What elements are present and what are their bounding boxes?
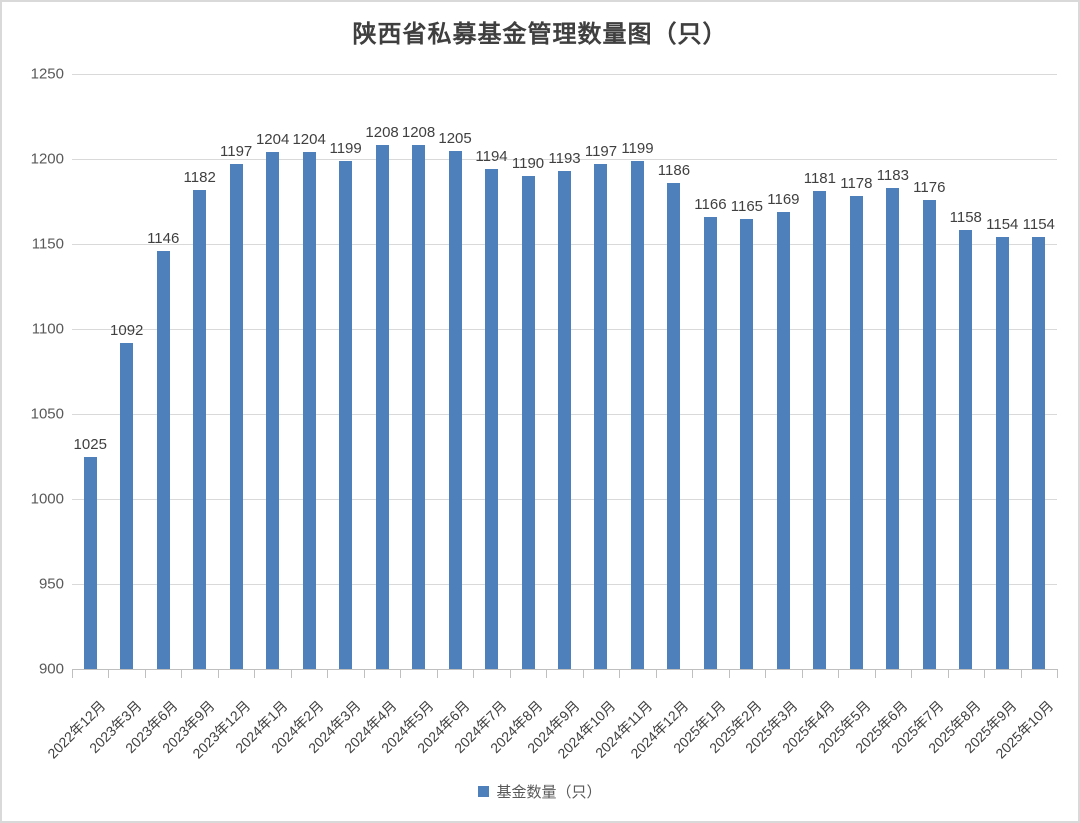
- x-axis-tick: [838, 669, 840, 678]
- bar: [667, 182, 681, 669]
- bar-value-label: 1169: [767, 190, 800, 208]
- chart-title: 陕西省私募基金管理数量图（只）: [352, 22, 728, 48]
- x-axis-tick: [327, 669, 329, 678]
- y-axis-tick-label: 1250: [30, 65, 64, 83]
- bar-value-label: 1204: [255, 131, 290, 149]
- x-axis-tick: [509, 669, 511, 678]
- bar-value-label: 1154: [1022, 216, 1055, 234]
- bar-value-label: 1183: [876, 166, 909, 184]
- bar: [776, 211, 790, 669]
- x-axis-tick: [765, 669, 767, 678]
- bar-value-label: 1194: [475, 148, 508, 166]
- x-axis-tick: [72, 669, 73, 678]
- bar-value-label: 1176: [913, 178, 946, 196]
- x-axis-tick: [254, 669, 256, 678]
- bar: [558, 170, 571, 669]
- bar-value-label: 1199: [329, 139, 362, 157]
- bar: [120, 342, 134, 669]
- bar-value-label: 1199: [621, 139, 654, 157]
- bar: [995, 237, 1009, 669]
- bar: [266, 152, 280, 669]
- bar-value-label: 1208: [401, 124, 436, 142]
- x-axis-tick: [363, 669, 365, 678]
- bar-value-label: 1197: [220, 143, 253, 161]
- bar-value-label: 1165: [730, 197, 764, 215]
- bar-value-label: 1193: [548, 149, 581, 167]
- bar-value-label: 1092: [110, 321, 144, 339]
- y-axis-tick-label: 1200: [30, 150, 64, 168]
- bar: [959, 230, 973, 669]
- x-axis-tick: [911, 669, 913, 678]
- bar-value-label: 1146: [147, 229, 180, 247]
- bar: [521, 176, 535, 669]
- bar-value-label: 1178: [840, 175, 873, 193]
- x-axis-line: [72, 669, 1057, 670]
- bar-value-label: 1208: [365, 124, 399, 142]
- y-axis-tick-label: 1150: [31, 235, 64, 253]
- x-axis-tick: [874, 669, 876, 678]
- bar: [302, 152, 316, 669]
- bar: [630, 160, 644, 669]
- x-axis-tick: [619, 669, 621, 678]
- bar: [886, 187, 900, 669]
- bar: [594, 164, 608, 669]
- x-axis-tick: [290, 669, 292, 678]
- bar-value-label: 1025: [73, 435, 107, 453]
- x-axis-tick: [692, 669, 694, 678]
- bar-value-label: 1181: [803, 170, 836, 188]
- bar-value-label: 1197: [584, 143, 618, 161]
- x-axis-tick: [655, 669, 657, 678]
- x-axis-tick: [984, 669, 986, 678]
- bar: [339, 160, 353, 669]
- bar: [83, 456, 97, 669]
- gridline: [72, 74, 1057, 75]
- x-axis-tick: [1020, 669, 1022, 678]
- x-axis-tick: [801, 669, 803, 678]
- y-axis-tick-label: 1000: [30, 490, 64, 508]
- x-axis-tick: [436, 669, 438, 678]
- x-axis-tick: [217, 669, 219, 678]
- x-axis-tick: [108, 669, 110, 678]
- x-axis-tick: [728, 669, 730, 678]
- x-axis-tick: [1057, 669, 1058, 678]
- bar-value-label: 1182: [183, 168, 216, 186]
- x-axis-tick: [473, 669, 475, 678]
- bar-value-label: 1186: [657, 161, 691, 179]
- bar-value-label: 1166: [694, 195, 727, 213]
- bar: [922, 199, 936, 669]
- y-axis-tick-label: 950: [38, 575, 64, 593]
- bar-value-label: 1190: [511, 155, 545, 172]
- bar: [485, 169, 499, 669]
- bar-value-label: 1205: [438, 129, 472, 147]
- bar-value-label: 1158: [949, 209, 982, 227]
- bar: [1032, 237, 1046, 669]
- x-axis-tick: [582, 669, 584, 678]
- bar: [448, 150, 462, 669]
- bar-value-label: 1154: [986, 216, 1019, 234]
- legend-label: 基金数量（只）: [496, 783, 602, 801]
- x-axis-tick: [144, 669, 146, 678]
- x-axis-tick: [400, 669, 402, 678]
- x-axis-tick: [181, 669, 183, 678]
- bar: [412, 145, 426, 669]
- bar: [156, 250, 170, 669]
- x-axis-tick: [947, 669, 949, 678]
- legend: 基金数量（只）: [2, 781, 1078, 801]
- bar: [703, 216, 717, 669]
- y-axis-tick-label: 1050: [30, 405, 64, 423]
- legend-marker-icon: [478, 785, 490, 797]
- bar: [375, 145, 389, 669]
- bar: [813, 191, 827, 669]
- gridline: [72, 159, 1057, 160]
- bar: [229, 164, 243, 669]
- y-axis-tick-label: 1100: [31, 320, 64, 338]
- x-axis-tick: [546, 669, 548, 678]
- bar-value-label: 1204: [292, 131, 326, 149]
- bar: [740, 218, 754, 669]
- bar: [193, 189, 207, 669]
- y-axis-tick-label: 900: [38, 660, 64, 678]
- bar: [849, 196, 863, 669]
